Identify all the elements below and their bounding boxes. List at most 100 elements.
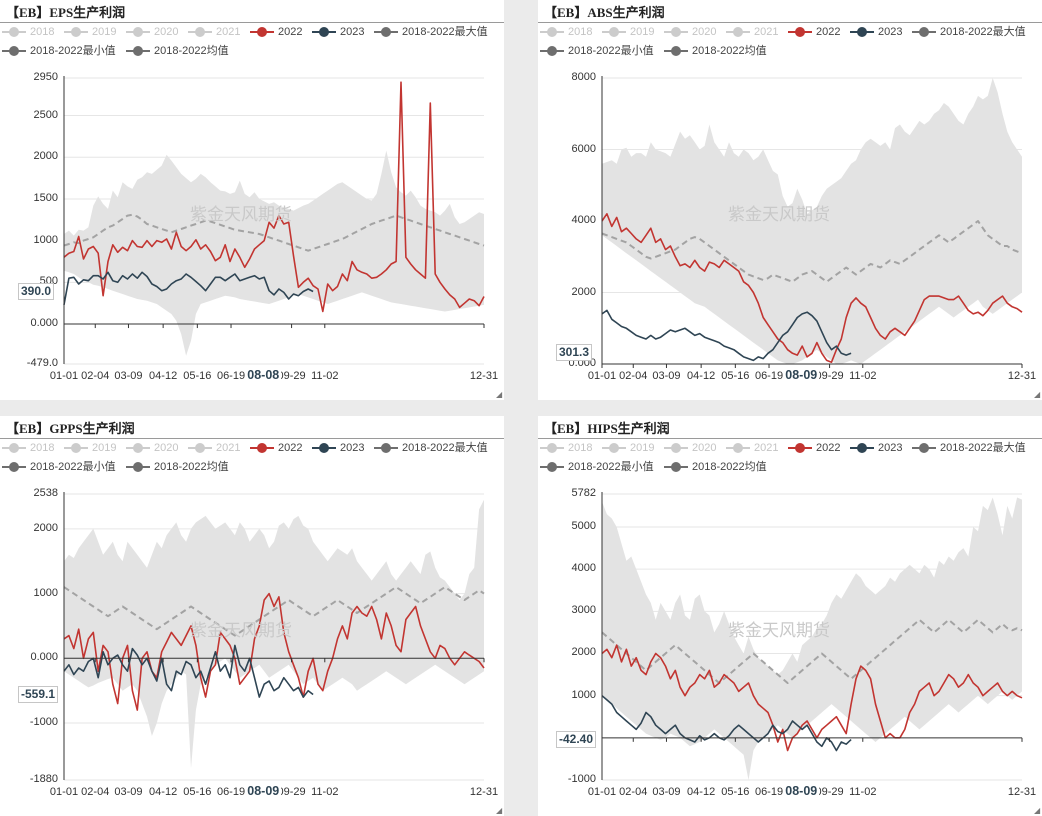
resize-handle-icon[interactable]: ◢ xyxy=(496,390,503,399)
legend-label: 2019 xyxy=(92,442,117,454)
legend-symbol-icon xyxy=(188,27,212,37)
legend-symbol-icon xyxy=(788,443,812,453)
x-tick-label: 05-16 xyxy=(721,786,750,798)
legend-symbol-icon xyxy=(374,443,398,453)
legend-label: 2023 xyxy=(340,26,365,38)
axis-pointer-x-label: 08-08 xyxy=(245,368,282,382)
legend-symbol-icon xyxy=(664,443,688,453)
series-line-2022 xyxy=(601,644,1023,752)
legend-label: 2022 xyxy=(278,442,303,454)
legend-label: 2021 xyxy=(754,26,779,38)
legend-label: 2018 xyxy=(568,442,593,454)
chart-plot[interactable] xyxy=(538,416,1042,816)
chart-title: 【EB】HIPS生产利润 xyxy=(544,421,670,436)
chart-title: 【EB】ABS生产利润 xyxy=(544,5,665,20)
legend-label: 2022 xyxy=(816,26,841,38)
title-divider xyxy=(538,438,1042,439)
chart-plot[interactable] xyxy=(0,0,504,400)
x-tick-label: 11-02 xyxy=(849,786,877,798)
y-tick-label: 1500 xyxy=(33,191,58,204)
legend-symbol-icon xyxy=(602,443,626,453)
x-tick-label: 03-09 xyxy=(114,370,143,382)
resize-handle-icon[interactable]: ◢ xyxy=(1034,390,1041,399)
legend-symbol-icon xyxy=(2,443,26,453)
legend-label: 2018-2022均值 xyxy=(692,461,767,473)
x-tick-label: 01-01 xyxy=(49,786,79,798)
legend-label: 2023 xyxy=(340,442,365,454)
legend-symbol-icon xyxy=(126,443,150,453)
axis-pointer-x-label: 08-09 xyxy=(245,784,282,798)
y-tick-label: 4000 xyxy=(571,562,596,575)
series-band-max-min xyxy=(602,497,1022,780)
legend-symbol-icon xyxy=(540,462,564,472)
y-tick-label: 6000 xyxy=(571,142,596,155)
x-tick-label: 06-19 xyxy=(754,786,784,798)
series-band-max-min xyxy=(64,150,484,356)
x-tick-label: 04-12 xyxy=(149,370,178,382)
chart-plot[interactable] xyxy=(0,416,504,816)
legend-symbol-icon xyxy=(664,46,688,56)
y-tick-label: 2500 xyxy=(33,108,58,121)
y-tick-label: 4000 xyxy=(571,214,596,226)
y-tick-label: 1000 xyxy=(33,233,58,246)
legend-symbol-icon xyxy=(126,27,150,37)
x-tick-label: 12-31 xyxy=(1007,786,1037,798)
title-divider xyxy=(538,22,1042,23)
x-tick-label: 01-01 xyxy=(587,786,617,798)
y-tick-label: -479.0 xyxy=(26,357,58,369)
resize-handle-icon[interactable]: ◢ xyxy=(496,806,503,815)
legend-symbol-icon xyxy=(374,27,398,37)
legend-symbol-icon xyxy=(2,462,26,472)
legend-label: 2018 xyxy=(30,26,55,38)
y-tick-label: 2000 xyxy=(33,150,58,163)
x-tick-label: 03-09 xyxy=(114,786,143,798)
y-tick-label: 1000 xyxy=(571,688,596,701)
chart-title: 【EB】GPPS生产利润 xyxy=(6,421,135,436)
x-tick-label: 06-19 xyxy=(216,370,246,382)
panel-eps: 【EB】EPS生产利润 2018 2019 2020 2021 2022 2023 2018-… xyxy=(0,0,504,400)
watermark: 紫金天风期货 xyxy=(190,205,292,224)
legend-label: 2022 xyxy=(816,442,841,454)
chart-plot[interactable] xyxy=(538,0,1042,400)
y-tick-label: 1000 xyxy=(33,586,58,599)
legend-symbol-icon xyxy=(912,443,936,453)
legend-label: 2020 xyxy=(692,442,717,454)
x-tick-label: 02-04 xyxy=(81,370,110,382)
legend-label: 2023 xyxy=(878,442,903,454)
x-tick-label: 12-31 xyxy=(469,786,499,798)
x-tick-label: 06-19 xyxy=(754,370,784,382)
title-divider xyxy=(0,22,504,23)
series-line-2022 xyxy=(63,592,485,711)
axis-pointer-y-label: 390.0 xyxy=(18,282,55,300)
x-tick-label: 04-12 xyxy=(687,786,716,798)
axis-pointer-y-label: -42.40 xyxy=(556,730,597,748)
x-tick-label: 02-04 xyxy=(619,370,648,382)
series-line-2022 xyxy=(63,81,485,313)
legend-label: 2018-2022最大值 xyxy=(940,442,1026,454)
legend-symbol-icon xyxy=(64,27,88,37)
legend-label: 2021 xyxy=(754,442,779,454)
series-line-avg xyxy=(601,220,1023,283)
legend-symbol-icon xyxy=(188,443,212,453)
legend-symbol-icon xyxy=(312,27,336,37)
x-tick-label: 12-31 xyxy=(1007,370,1037,382)
series-line-2023 xyxy=(601,309,852,362)
watermark: 紫金天风期货 xyxy=(728,621,830,640)
chart-title: 【EB】EPS生产利润 xyxy=(6,5,126,20)
resize-handle-icon[interactable]: ◢ xyxy=(1034,806,1041,815)
y-tick-label: -1000 xyxy=(29,716,58,729)
legend-symbol-icon xyxy=(726,27,750,37)
x-tick-label: 09-29 xyxy=(277,786,306,798)
x-tick-label: 03-09 xyxy=(652,370,681,382)
series-line-avg xyxy=(601,618,1023,684)
panel-abs: 【EB】ABS生产利润 2018 2019 2020 2021 2022 2023 2018-… xyxy=(538,0,1042,400)
x-tick-label: 06-19 xyxy=(216,786,246,798)
legend-symbol-icon xyxy=(64,443,88,453)
legend-symbol-icon xyxy=(250,443,274,453)
legend-symbol-icon xyxy=(312,443,336,453)
y-tick-label: 2000 xyxy=(571,285,596,298)
legend-symbol-icon xyxy=(2,27,26,37)
legend-label: 2018-2022最小值 xyxy=(568,461,654,473)
legend-label: 2019 xyxy=(630,442,655,454)
y-tick-label: 2000 xyxy=(33,521,58,534)
